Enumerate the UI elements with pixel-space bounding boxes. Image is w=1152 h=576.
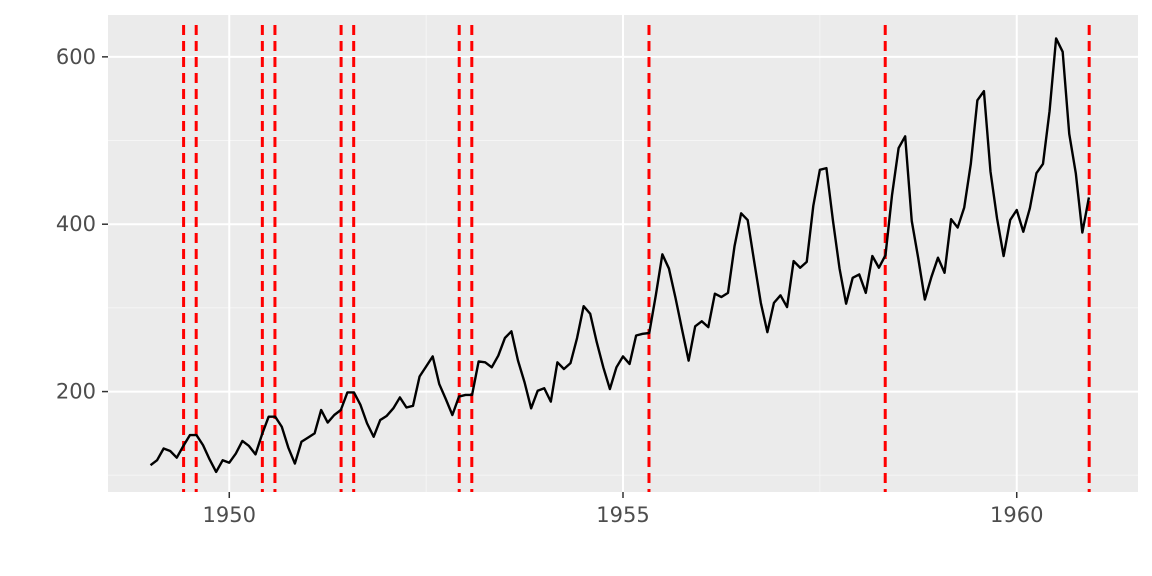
series-layer [149, 37, 1091, 474]
x-tick-label: 1950 [203, 503, 256, 527]
y-tick-label: 600 [56, 45, 96, 69]
y-tick-label: 200 [56, 380, 96, 404]
x-tick-label: 1960 [990, 503, 1043, 527]
major-grid [108, 15, 1138, 492]
x-tick-label: 1955 [596, 503, 649, 527]
axes: 1950 1955 1960 200 400 600 [56, 45, 1044, 527]
y-tick-label: 400 [56, 212, 96, 236]
series-line [149, 37, 1091, 474]
reference-lines [182, 25, 1091, 492]
